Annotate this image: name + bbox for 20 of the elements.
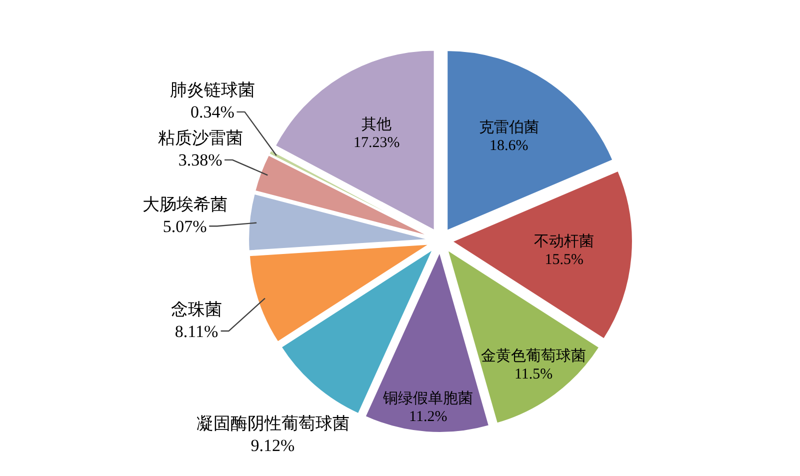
data-label: 11.5%	[514, 366, 553, 383]
data-label: 17.23%	[354, 135, 400, 152]
data-label: 0.34%	[190, 102, 234, 122]
slice-label: 凝固酶阴性葡萄球菌	[196, 414, 350, 434]
data-label: 5.07%	[162, 216, 207, 236]
slice-label: 念珠菌	[171, 300, 222, 320]
data-label: 11.2%	[409, 409, 448, 426]
data-label: 3.38%	[178, 150, 222, 170]
data-label: 15.5%	[544, 252, 584, 268]
data-label: 18.6%	[490, 138, 528, 154]
slice-label: 粘质沙雷菌	[158, 128, 243, 149]
data-label: 9.12%	[250, 436, 295, 455]
slice-label: 克雷伯菌	[478, 118, 539, 136]
data-label: 8.11%	[174, 322, 218, 341]
slice-label: 不动杆菌	[534, 232, 594, 250]
slice-label: 肺炎链球菌	[170, 80, 255, 101]
slice-label: 大肠埃希菌	[142, 194, 228, 215]
slice-label: 金黄色葡萄球菌	[481, 346, 586, 365]
slice-label: 铜绿假单胞菌	[382, 389, 474, 408]
slice-label: 其他	[362, 115, 392, 134]
